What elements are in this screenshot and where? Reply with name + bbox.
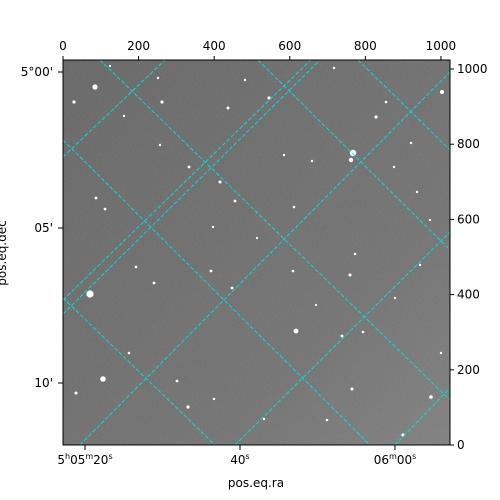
grid-line [257,60,450,251]
star [209,269,213,273]
ra-tick-label: 06m00s [374,452,417,467]
star [158,143,162,147]
star [218,180,222,184]
star [72,100,76,104]
star [440,90,444,94]
star [282,153,286,157]
top-tick-label: 1000 [426,39,457,53]
x-axis-label: pos.eq.ra [228,476,284,490]
star [160,100,164,104]
top-tick-label: 600 [278,39,301,53]
star [255,236,259,240]
grid-line [99,60,450,401]
top-tick-label: 400 [203,39,226,53]
grid-line [63,139,371,445]
star [350,387,354,391]
star [353,252,357,256]
star [94,196,98,200]
star [100,376,106,382]
star [92,84,98,90]
grid-line [79,71,450,445]
right-tick-label: 400 [457,288,480,302]
coordinate-grid [63,60,450,445]
star [384,100,388,104]
star [233,199,237,203]
star [74,391,78,395]
grid-line [394,387,450,445]
ra-tick-label: 5h05m20s [57,452,112,467]
right-tick-label: 800 [457,137,480,151]
grid-line [63,297,216,445]
star [127,351,131,355]
star [156,76,160,80]
star [152,281,156,285]
ra-tick-label: 40s [230,452,249,467]
star [86,290,94,298]
world-axes: 5h05m20s 40s 06m00s 5°00' 05' 10' [21,65,416,467]
star [187,165,191,169]
star [186,405,190,409]
star [415,190,419,194]
star [348,157,354,163]
star [293,328,299,334]
star [103,207,107,211]
right-tick-label: 200 [457,363,480,377]
star [409,141,413,145]
top-tick-label: 0 [59,39,67,53]
dec-tick-label: 5°00' [21,65,53,79]
star [230,286,234,290]
top-tick-label: 800 [354,39,377,53]
star [392,165,396,169]
grid-line [63,60,166,158]
dec-tick-label: 10' [34,376,53,390]
star [108,64,112,68]
star [428,218,432,222]
right-tick-label: 0 [457,438,465,452]
star [325,418,329,422]
star [243,78,247,82]
star [418,263,422,267]
right-tick-label: 1000 [457,62,488,76]
star [361,330,365,334]
plot-frame [62,59,451,446]
right-tick-label: 600 [457,212,480,226]
star [134,265,138,269]
star [310,159,314,163]
star [429,395,433,399]
star [393,296,397,300]
star [212,397,216,401]
grid-line [63,60,321,315]
star [349,149,357,157]
star [291,269,295,273]
top-tick-label: 200 [127,39,150,53]
star [292,205,296,209]
star [340,334,344,338]
y-axis-label: pos.eq.dec [0,220,9,285]
star [262,417,266,421]
dec-tick-label: 05' [34,221,53,235]
star [439,351,443,355]
grid-line [357,60,450,151]
image-area [63,60,450,445]
pixel-axes: 0 200 400 600 800 1000 0 200 400 600 800 1000 [59,39,487,452]
star [122,114,126,118]
star [175,379,179,383]
star [211,225,215,229]
star [374,115,378,119]
grid-line [234,231,450,445]
star [267,96,271,100]
star [332,66,336,70]
star [348,273,352,277]
star-field [72,64,444,437]
star [226,106,230,110]
star [314,303,318,307]
